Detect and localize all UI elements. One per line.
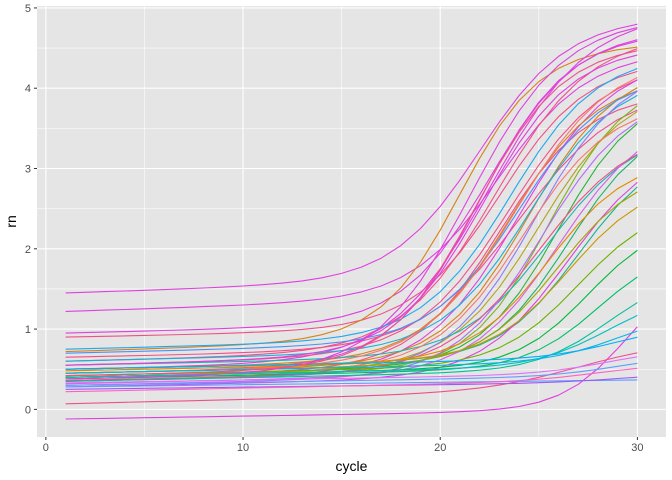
series-line-7: [65, 46, 638, 353]
x-axis: 0 10 20 30: [43, 437, 644, 454]
series-line-23: [65, 94, 638, 362]
series-line-30: [65, 153, 638, 382]
series-line-48: [65, 26, 638, 380]
series-line-5: [65, 39, 638, 334]
series-lines: [65, 23, 638, 420]
y-axis: 0 1 2 3 4 5: [25, 3, 37, 416]
series-line-47: [65, 367, 638, 393]
y-tick-label: 0: [25, 404, 31, 416]
series-line-46: [65, 356, 638, 384]
series-line-29: [65, 181, 638, 388]
series-line-24: [65, 67, 638, 350]
series-line-40: [65, 314, 638, 378]
series-line-4: [65, 352, 638, 405]
y-tick-label: 1: [25, 324, 31, 336]
series-line-22: [65, 154, 638, 366]
y-tick-label: 5: [25, 3, 31, 15]
y-tick-label: 2: [25, 244, 31, 256]
series-line-43: [65, 362, 638, 386]
series-line-49: [65, 50, 638, 377]
series-line-50: [65, 54, 638, 366]
series-line-6: [65, 70, 638, 338]
series-line-3: [65, 326, 638, 420]
x-tick-label: 20: [434, 442, 446, 454]
series-line-41: [65, 330, 638, 374]
y-tick-label: 3: [25, 164, 31, 176]
series-line-25: [65, 90, 638, 354]
x-tick-label: 30: [631, 442, 643, 454]
series-line-42: [65, 336, 638, 370]
series-line-1: [65, 23, 638, 294]
series-line-38: [65, 276, 638, 380]
major-gridlines: [37, 6, 666, 437]
x-tick-label: 10: [237, 442, 249, 454]
x-tick-label: 0: [43, 442, 49, 454]
x-axis-title: cycle: [336, 458, 368, 474]
y-tick-label: 4: [25, 83, 31, 95]
series-line-44: [65, 379, 638, 388]
y-axis-title: rn: [3, 215, 19, 227]
series-line-13: [65, 109, 638, 358]
